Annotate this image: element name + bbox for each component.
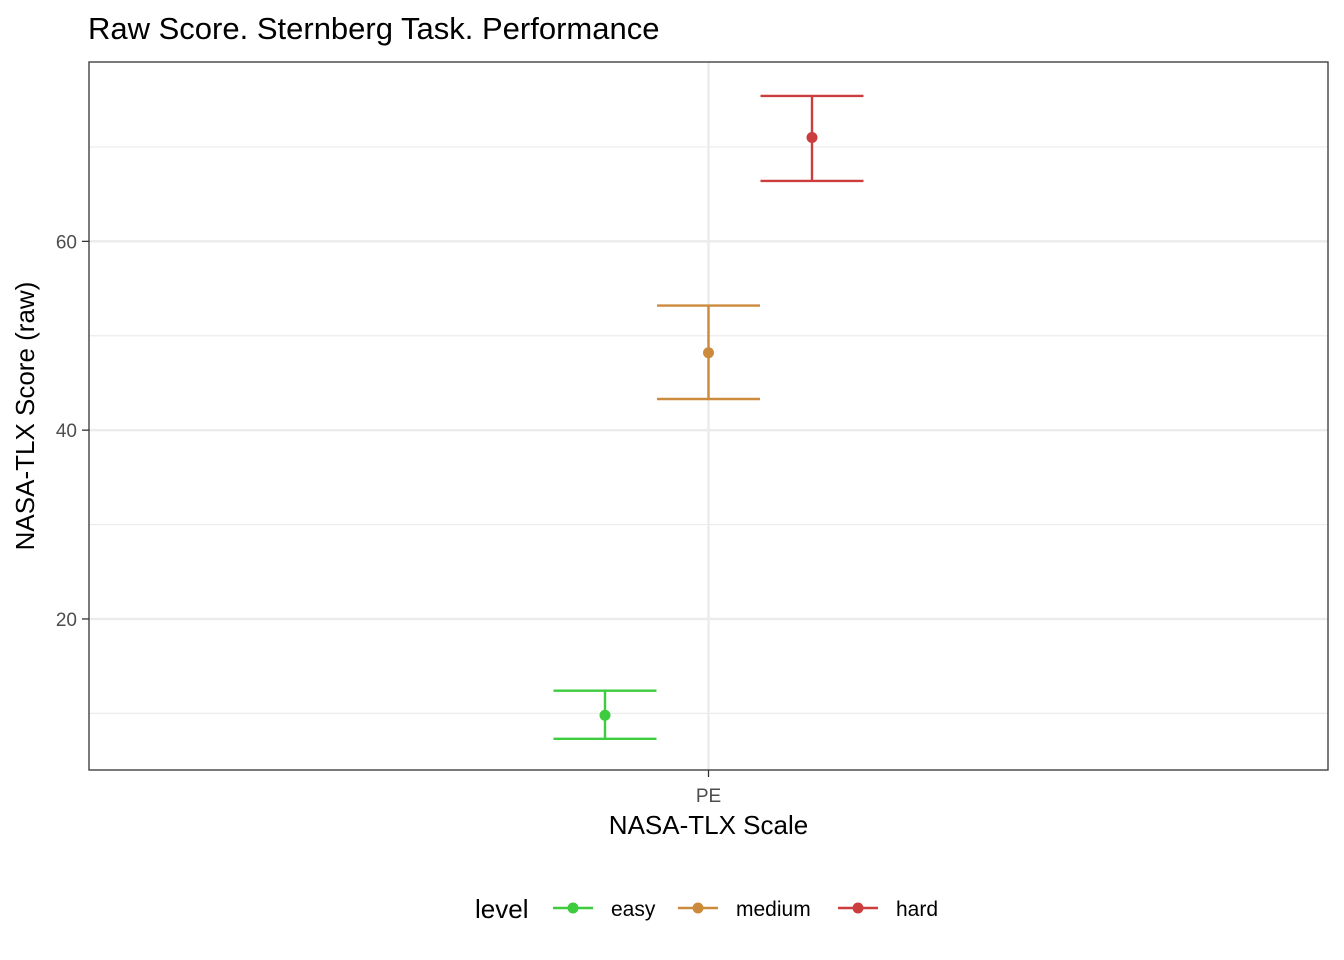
x-axis-title: NASA-TLX Scale — [609, 810, 808, 840]
point-medium — [703, 347, 714, 359]
series-hard — [760, 94, 864, 183]
y-axis: 20 40 60 — [56, 232, 89, 631]
plot-panel — [88, 61, 1329, 771]
x-tick-label: PE — [696, 786, 721, 807]
legend-title: level — [475, 894, 528, 924]
legend-label: medium — [736, 898, 811, 921]
point-easy — [599, 709, 611, 721]
x-axis: PE — [696, 770, 721, 807]
y-tick-label: 60 — [56, 232, 77, 253]
legend: level easy medium hard — [475, 894, 938, 924]
legend-label: easy — [611, 898, 656, 921]
legend-key-point — [692, 902, 704, 914]
legend-key-point — [567, 902, 579, 914]
legend-item-medium: medium — [678, 898, 811, 921]
legend-label: hard — [896, 898, 938, 921]
data-marks — [553, 94, 864, 741]
legend-item-easy: easy — [553, 898, 656, 921]
series-easy — [553, 689, 657, 741]
y-tick-label: 40 — [56, 421, 77, 442]
chart-title: Raw Score. Sternberg Task. Performance — [88, 11, 659, 46]
series-medium — [657, 304, 760, 401]
legend-item-hard: hard — [838, 898, 938, 921]
point-hard — [806, 132, 818, 144]
y-tick-label: 20 — [56, 610, 77, 631]
y-axis-title: NASA-TLX Score (raw) — [10, 282, 40, 551]
legend-key-point — [852, 902, 864, 914]
